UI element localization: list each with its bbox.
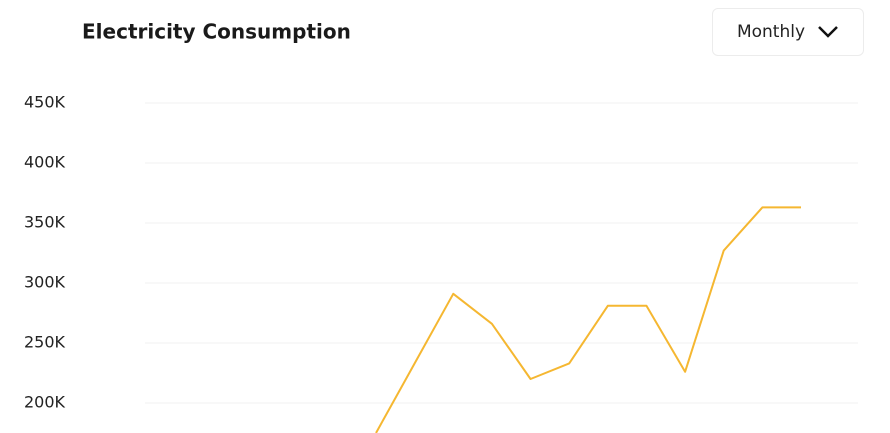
dropdown[interactable]: Monthly bbox=[712, 8, 864, 56]
y-tick-label: 450K bbox=[24, 93, 66, 112]
y-tick-label: 250K bbox=[24, 333, 66, 352]
chevron bbox=[818, 26, 838, 38]
y-tick-label: 300K bbox=[24, 273, 66, 292]
y-tick-label: 200K bbox=[24, 393, 66, 412]
y-tick-label: 400K bbox=[24, 153, 66, 172]
data-line bbox=[375, 206, 801, 433]
chart-title: Electricity Consumption bbox=[82, 20, 351, 44]
dropdown-label: Monthly bbox=[736, 22, 806, 42]
y-tick-label: 350K bbox=[24, 213, 66, 232]
